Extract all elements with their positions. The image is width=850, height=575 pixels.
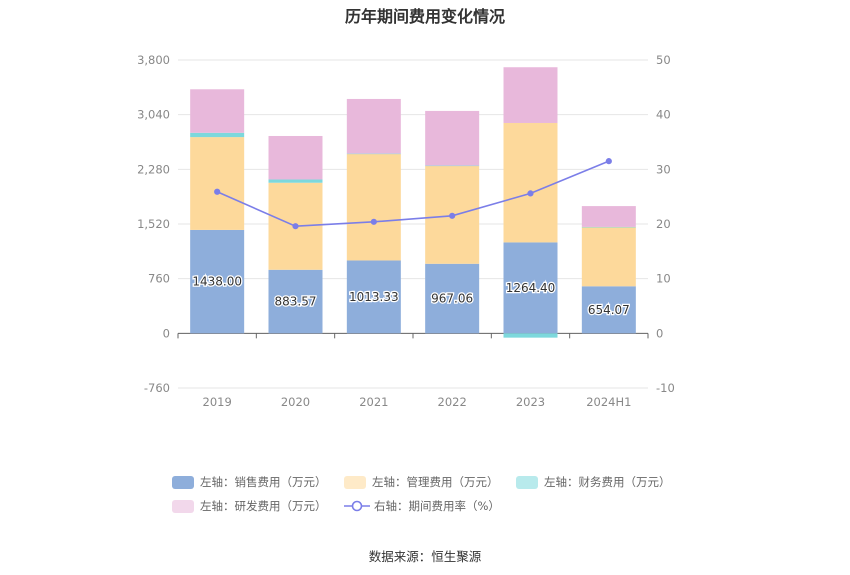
bar-segment: [268, 179, 323, 183]
right-tick-label: 50: [656, 53, 671, 67]
x-tick-label: 2023: [516, 395, 545, 409]
legend-item[interactable]: 左轴：财务费用（万元）: [516, 474, 671, 490]
bar-segment: [503, 242, 558, 334]
right-tick-label: -10: [656, 381, 675, 395]
x-tick-label: 2022: [438, 395, 467, 409]
legend-label: 左轴：销售费用（万元）: [200, 475, 327, 489]
bar-data-label: 1013.33: [349, 290, 399, 304]
legend-label: 右轴：期间费用率（%）: [374, 499, 500, 513]
left-tick-label: 760: [148, 272, 170, 286]
legend-label: 左轴：管理费用（万元）: [372, 475, 499, 489]
rate-point: [527, 190, 534, 197]
rate-point: [449, 212, 456, 219]
right-tick-label: 0: [656, 326, 663, 340]
chart-title: 历年期间费用变化情况: [344, 7, 505, 26]
legend-item[interactable]: 右轴：期间费用率（%）: [344, 498, 500, 514]
bar-segment: [346, 260, 401, 334]
bar-segment: [581, 286, 636, 334]
legend-label: 左轴：研发费用（万元）: [200, 499, 327, 513]
data-labels: 1438.00 883.57 1013.33 967.06 1264.40 654.07: [191, 273, 631, 318]
bar-segment: [190, 229, 245, 334]
source-note: 数据来源：恒生聚源: [368, 549, 482, 564]
bar-segment: [581, 206, 636, 227]
legend-swatch: [516, 475, 538, 489]
rate-point: [292, 223, 299, 230]
left-tick-label: 2,280: [137, 162, 170, 176]
bar-segment: [503, 122, 558, 243]
bar-segment: [190, 137, 245, 230]
legend-item[interactable]: 左轴：研发费用（万元）: [172, 498, 327, 514]
x-tick-label: 2024H1: [586, 395, 631, 409]
x-tick-label: 2021: [359, 395, 388, 409]
bar-data-label: 967.06: [431, 292, 473, 306]
right-tick-label: 40: [656, 108, 671, 122]
bar-segment: [581, 227, 636, 287]
axes: 3,800 50 3,040 40 2,280 30 1,520 20 760 10 0 0 -760 -…: [137, 53, 675, 409]
legend-line-swatch: [344, 500, 370, 512]
rate-point: [605, 158, 612, 165]
left-tick-label: 0: [163, 326, 170, 340]
left-tick-label: -760: [144, 381, 170, 395]
legend-item[interactable]: 左轴：管理费用（万元）: [344, 474, 499, 490]
bars: [190, 67, 636, 338]
legend-swatch: [172, 499, 194, 513]
left-tick-label: 3,040: [137, 108, 170, 122]
bar-segment: [503, 67, 558, 123]
bar-data-label: 654.07: [588, 303, 630, 317]
bar-segment: [425, 110, 480, 166]
bar-segment: [268, 269, 323, 334]
left-tick-label: 3,800: [137, 53, 170, 67]
bar-segment: [346, 153, 401, 155]
bar-segment: [346, 153, 401, 261]
bar-segment: [190, 132, 245, 138]
rate-line: [214, 158, 612, 230]
x-tick-label: 2019: [203, 395, 232, 409]
rate-line-path: [216, 160, 610, 227]
bar-segment: [425, 263, 480, 334]
bar-segment: [503, 333, 558, 338]
bar-segment: [425, 165, 480, 167]
legend-label: 左轴：财务费用（万元）: [544, 475, 671, 489]
bar-segment: [346, 98, 401, 154]
bar-data-label: 1264.40: [506, 281, 556, 295]
bar-data-label: 1438.00: [192, 275, 242, 289]
right-tick-label: 20: [656, 217, 671, 231]
rate-point: [214, 188, 221, 195]
rate-point: [370, 218, 377, 225]
left-tick-label: 1,520: [137, 217, 170, 231]
right-tick-label: 10: [656, 272, 671, 286]
bar-data-label: 883.57: [275, 295, 317, 309]
right-tick-label: 30: [656, 162, 671, 176]
legend-item[interactable]: 左轴：销售费用（万元）: [172, 474, 327, 490]
legend-swatch: [172, 475, 194, 489]
x-tick-label: 2020: [281, 395, 310, 409]
grid-lines: [178, 59, 648, 389]
bar-segment: [581, 226, 636, 228]
bar-segment: [268, 135, 323, 180]
bar-segment: [190, 89, 245, 133]
legend-swatch: [344, 475, 366, 489]
